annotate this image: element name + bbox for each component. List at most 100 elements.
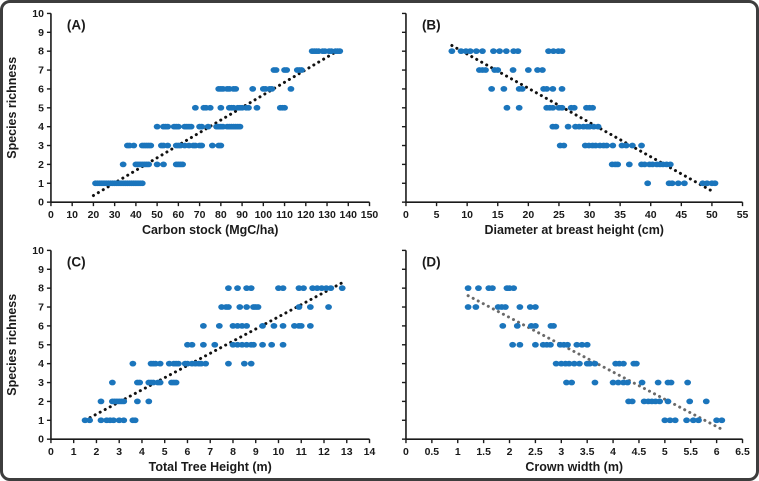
data-point (703, 180, 710, 187)
data-point (279, 341, 287, 348)
data-point (188, 341, 196, 348)
data-point (110, 416, 117, 423)
data-point (130, 142, 138, 149)
data-point (250, 341, 257, 348)
y-ticks: 0 1 2 3 4 5 6 7 8 9 10 (32, 9, 51, 209)
x-axis-label: Diameter at breast height (cm) (484, 223, 663, 237)
data-point (243, 322, 251, 329)
data-point (717, 416, 725, 423)
data-point (225, 303, 232, 310)
data-point (174, 123, 182, 130)
data-point (671, 416, 679, 423)
data-point (225, 360, 232, 367)
data-point (160, 161, 167, 168)
y-tick-label: 4 (38, 122, 44, 133)
data-point (509, 284, 517, 291)
data-point (518, 85, 526, 92)
data-point (613, 161, 621, 168)
data-point (654, 379, 662, 385)
data-point (298, 67, 305, 73)
panel-A: 0 10 20 30 40 50 60 70 80 90 100 110 120 130 140 150 0 1 2… (4, 4, 380, 241)
data-point (558, 48, 565, 55)
data-point (515, 104, 523, 111)
x-tick-label: 45 (675, 210, 687, 221)
x-tick-label: 150 (361, 210, 379, 221)
data-point (145, 397, 153, 404)
data-point (585, 360, 593, 367)
data-point (493, 67, 501, 73)
data-point (622, 142, 630, 149)
data-points (81, 284, 346, 423)
data-point (283, 67, 291, 73)
data-point (623, 379, 631, 385)
data-point (614, 379, 622, 385)
data-point (136, 379, 144, 385)
x-tick-label: 10 (461, 210, 473, 221)
x-tick-label: 60 (173, 210, 185, 221)
x-tick-label: 6.5 (735, 447, 750, 458)
trend-line (83, 279, 346, 422)
data-point (471, 303, 479, 310)
data-point (474, 284, 482, 291)
data-point (643, 180, 651, 187)
data-point (549, 322, 557, 329)
data-point (625, 161, 633, 168)
data-points (92, 48, 344, 187)
y-tick-label: 3 (38, 378, 44, 389)
data-point (680, 180, 688, 187)
x-tick-label: 90 (236, 210, 248, 221)
x-tick-label: 3.5 (579, 447, 594, 458)
data-point (640, 161, 648, 168)
data-point (138, 180, 146, 187)
data-point (243, 303, 251, 310)
x-tick-label: 2.5 (528, 447, 543, 458)
data-point (567, 379, 575, 385)
data-point (270, 322, 278, 329)
x-ticks: 0 5 10 15 20 25 30 35 40 45 50 55 (403, 202, 748, 221)
y-tick-label: 6 (38, 321, 44, 332)
y-tick-label: 8 (38, 47, 44, 58)
data-point (503, 104, 510, 111)
data-point (338, 284, 346, 291)
y-ticks: 0 1 2 3 4 5 6 7 8 9 10 (32, 245, 51, 445)
data-point (259, 341, 266, 348)
data-points (464, 284, 725, 423)
data-point (179, 161, 187, 168)
data-point (306, 322, 314, 329)
data-point (120, 397, 128, 404)
panel-D-chart: 0 0.5 1 1.5 2 2.5 3 3.5 4 4.5 5 5.5 6 6.5 (D) Crown wid… (401, 249, 750, 474)
data-point (217, 142, 225, 149)
y-tick-label: 10 (32, 245, 44, 256)
data-point (499, 85, 507, 92)
x-tick-label: 30 (109, 210, 121, 221)
data-point (457, 48, 464, 55)
data-point (202, 360, 210, 367)
data-point (667, 379, 674, 385)
data-point (552, 360, 560, 367)
x-tick-label: 4 (139, 447, 145, 458)
x-ticks: 0 0.5 1 1.5 2 2.5 3 3.5 4 4.5 5 5.5 6 6.5 (403, 438, 750, 458)
data-points (447, 48, 718, 187)
x-tick-label: 140 (340, 210, 358, 221)
data-point (515, 303, 523, 310)
y-axis-label: Species richness (5, 57, 19, 159)
y-tick-label: 0 (38, 434, 44, 445)
data-point (97, 416, 105, 423)
x-tick-label: 5 (433, 210, 439, 221)
data-point (156, 360, 164, 367)
data-point (583, 341, 591, 348)
data-point (464, 284, 471, 291)
data-point (674, 180, 682, 187)
y-ticks (401, 249, 406, 440)
data-point (531, 322, 539, 329)
data-point (544, 48, 552, 55)
data-point (200, 322, 207, 329)
data-point (134, 397, 141, 404)
data-point (694, 416, 702, 423)
panel-D: 0 0.5 1 1.5 2 2.5 3 3.5 4 4.5 5 5.5 6 6.5 (D) Crown wid… (380, 241, 756, 478)
data-point (570, 360, 578, 367)
x-tick-label: 13 (341, 447, 353, 458)
x-tick-label: 3 (558, 447, 564, 458)
data-point (156, 379, 164, 385)
data-point (279, 322, 287, 329)
